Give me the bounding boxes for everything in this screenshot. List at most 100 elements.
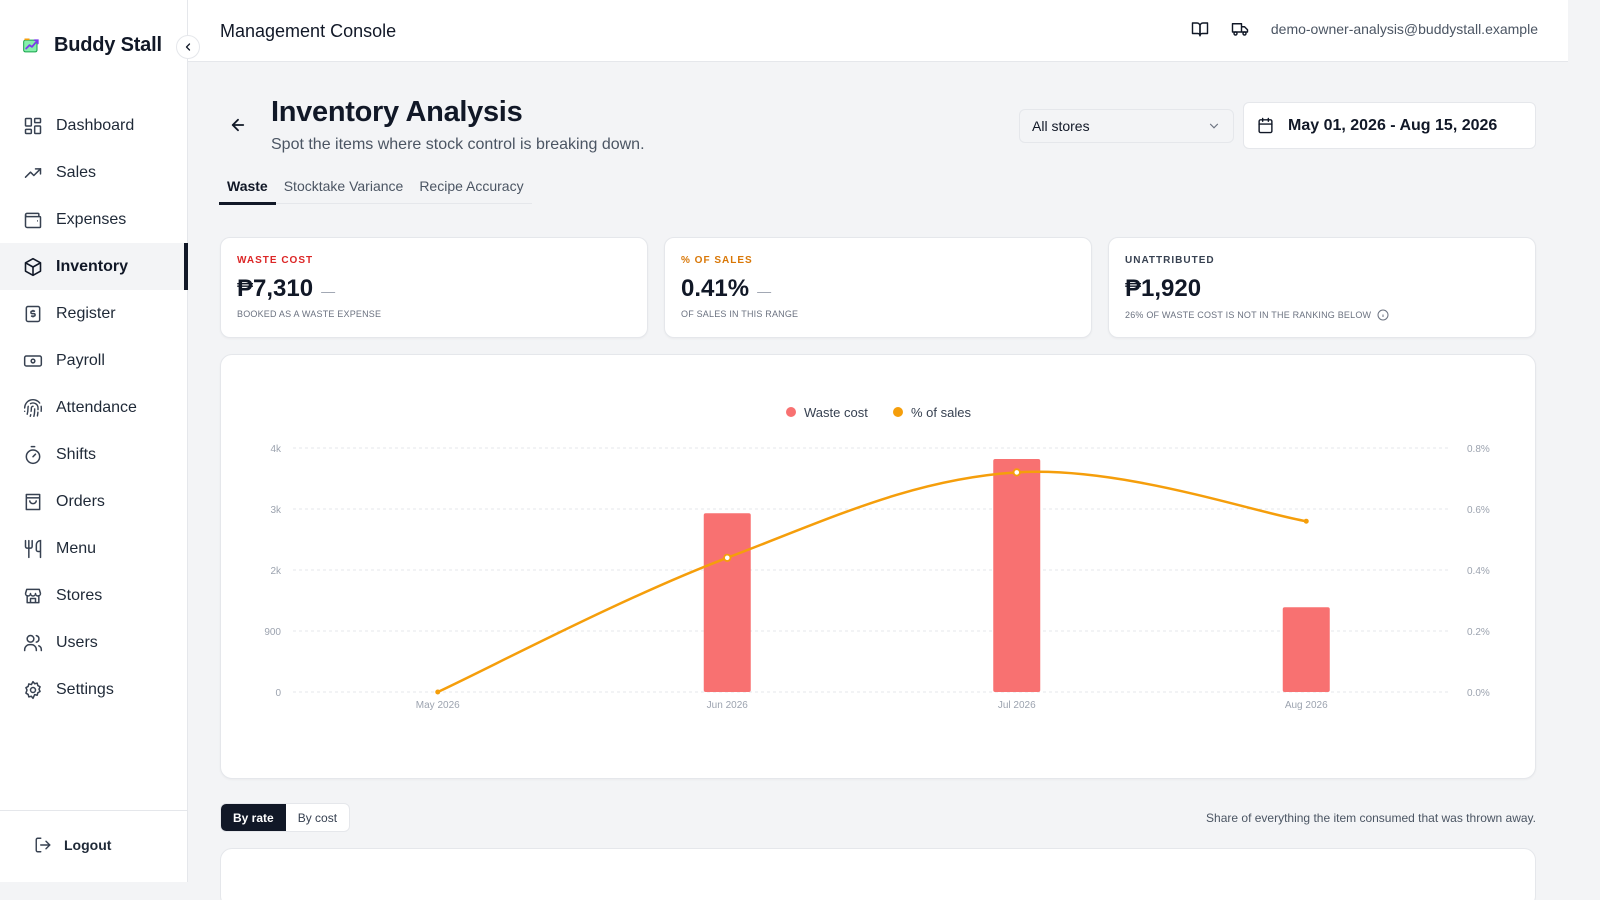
sidebar: Buddy Stall Dashboard Sales Expenses Inv… xyxy=(0,0,188,882)
package-icon xyxy=(24,257,42,276)
y-tick-right: 0.4% xyxy=(1467,566,1490,577)
timer-icon xyxy=(25,445,41,464)
kpi-note-text: Of sales in this range xyxy=(681,309,799,319)
sidebar-item-dashboard[interactable]: Dashboard xyxy=(0,102,188,149)
sidebar-item-label: Settings xyxy=(56,680,114,698)
sidebar-item-orders[interactable]: Orders xyxy=(0,478,188,525)
point-percent-of-sales xyxy=(435,689,441,695)
sidebar-item-users[interactable]: Users xyxy=(0,619,188,666)
truck-icon[interactable] xyxy=(1231,20,1249,38)
y-tick-right: 0.8% xyxy=(1467,444,1490,455)
bar-waste-cost xyxy=(1282,607,1330,692)
analysis-tabs: Waste Stocktake Variance Recipe Accuracy xyxy=(219,171,532,205)
brand-name: Buddy Stall xyxy=(54,34,162,56)
collapse-sidebar-button[interactable] xyxy=(176,35,200,59)
point-percent-of-sales xyxy=(1303,518,1309,524)
sidebar-item-label: Dashboard xyxy=(56,116,135,134)
kpi-note-text: Booked as a waste expense xyxy=(237,309,382,319)
x-tick-label: Jul 2026 xyxy=(998,700,1036,711)
store-select[interactable]: All stores xyxy=(1019,109,1234,143)
sidebar-item-shifts[interactable]: Shifts xyxy=(0,431,188,478)
sidebar-item-label: Sales xyxy=(56,163,97,181)
book-icon[interactable] xyxy=(1191,20,1209,38)
tab-recipe-accuracy[interactable]: Recipe Accuracy xyxy=(419,178,524,194)
fingerprint-icon xyxy=(23,398,42,417)
by-rate-button[interactable]: By rate xyxy=(221,804,286,831)
sidebar-item-attendance[interactable]: Attendance xyxy=(0,384,188,431)
date-range-value: May 01, 2026 - Aug 15, 2026 xyxy=(1288,116,1498,134)
register-icon xyxy=(25,305,41,322)
kpi-percent-of-sales: % of sales 0.41% — Of sales in this rang… xyxy=(664,237,1092,338)
x-tick-label: May 2026 xyxy=(416,700,460,711)
x-tick-label: Jun 2026 xyxy=(707,700,749,711)
topbar-actions: demo-owner-analysis@buddystall.example xyxy=(1191,20,1538,38)
sidebar-item-label: Expenses xyxy=(56,210,127,228)
sidebar-nav: Dashboard Sales Expenses Inventory Regis… xyxy=(0,102,188,713)
sidebar-item-label: Payroll xyxy=(56,351,105,369)
shopping-bag-icon xyxy=(25,493,41,510)
kpi-value: 0.41% xyxy=(681,275,750,302)
legend-swatch-waste-cost xyxy=(786,407,796,417)
y-tick-left: 0 xyxy=(275,688,281,699)
kpi-note: 26% of waste cost is not in the ranking … xyxy=(1125,309,1519,321)
page-subtitle: Spot the items where stock control is br… xyxy=(271,136,645,153)
calendar-icon xyxy=(1258,117,1273,134)
sidebar-item-register[interactable]: Register xyxy=(0,290,188,337)
gear-icon xyxy=(25,680,41,699)
user-email[interactable]: demo-owner-analysis@buddystall.example xyxy=(1270,21,1538,37)
store-icon xyxy=(24,588,42,603)
chevron-left-icon xyxy=(185,43,191,51)
ranking-table-card xyxy=(220,848,1536,900)
y-tick-left: 900 xyxy=(264,627,281,638)
sidebar-item-inventory[interactable]: Inventory xyxy=(0,243,188,290)
date-range-picker[interactable]: May 01, 2026 - Aug 15, 2026 xyxy=(1243,102,1536,149)
waste-chart: 0 0.0% 900 0.2% 2k 0.4% 3k 0.6% 4k 0.8% May 2026 Ju… xyxy=(264,405,1490,711)
ranking-toggle: By rate By cost xyxy=(220,803,351,832)
sidebar-item-expenses[interactable]: Expenses xyxy=(0,196,188,243)
line-percent-of-sales xyxy=(437,470,1307,694)
kpi-trend: — xyxy=(757,283,772,299)
logo-icon xyxy=(23,38,39,52)
kpi-label: Unattributed xyxy=(1125,255,1215,266)
banknote-icon xyxy=(23,354,43,367)
kpi-value: ₱7,310 xyxy=(237,275,314,302)
back-arrow-icon[interactable] xyxy=(229,116,247,134)
waste-chart-card: 0 0.0% 900 0.2% 2k 0.4% 3k 0.6% 4k 0.8% May 2026 Ju… xyxy=(220,354,1536,779)
kpi-label: Waste cost xyxy=(237,255,314,266)
console-title: Management Console xyxy=(220,21,397,41)
logout-button[interactable]: Logout xyxy=(34,836,111,854)
point-percent-of-sales xyxy=(723,553,732,562)
kpi-label: % of sales xyxy=(681,255,753,266)
sidebar-item-label: Users xyxy=(56,633,98,651)
users-icon xyxy=(23,634,43,651)
store-select-value: All stores xyxy=(1032,118,1090,134)
tab-stocktake-variance[interactable]: Stocktake Variance xyxy=(283,178,404,194)
by-cost-button[interactable]: By cost xyxy=(297,810,338,825)
y-tick-right: 0.2% xyxy=(1467,627,1490,638)
sidebar-item-sales[interactable]: Sales xyxy=(0,149,188,196)
sidebar-item-menu[interactable]: Menu xyxy=(0,525,188,572)
info-icon[interactable] xyxy=(1377,309,1389,321)
legend-swatch-percent-of-sales xyxy=(893,407,903,417)
chevron-down-icon xyxy=(1209,123,1219,129)
point-percent-of-sales xyxy=(1012,468,1021,477)
legend-label-waste-cost: Waste cost xyxy=(804,405,868,420)
tab-waste[interactable]: Waste xyxy=(219,171,276,205)
sidebar-item-label: Stores xyxy=(56,586,103,604)
x-tick-label: Aug 2026 xyxy=(1285,700,1328,711)
trending-up-icon xyxy=(24,167,42,178)
kpi-trend: — xyxy=(321,283,336,299)
sidebar-item-stores[interactable]: Stores xyxy=(0,572,188,619)
logout-label: Logout xyxy=(64,837,112,853)
legend-label-percent-of-sales: % of sales xyxy=(911,405,971,420)
y-tick-right: 0.6% xyxy=(1467,505,1490,516)
sidebar-item-label: Attendance xyxy=(56,398,137,416)
sidebar-divider xyxy=(0,810,188,811)
y-tick-right: 0.0% xyxy=(1467,688,1490,699)
kpi-note: Booked as a waste expense xyxy=(237,309,631,319)
brand[interactable]: Buddy Stall xyxy=(22,34,162,57)
kpi-waste-cost: Waste cost ₱7,310 — Booked as a waste ex… xyxy=(220,237,648,338)
sidebar-item-payroll[interactable]: Payroll xyxy=(0,337,188,384)
sidebar-item-settings[interactable]: Settings xyxy=(0,666,188,713)
utensils-icon xyxy=(24,539,42,558)
